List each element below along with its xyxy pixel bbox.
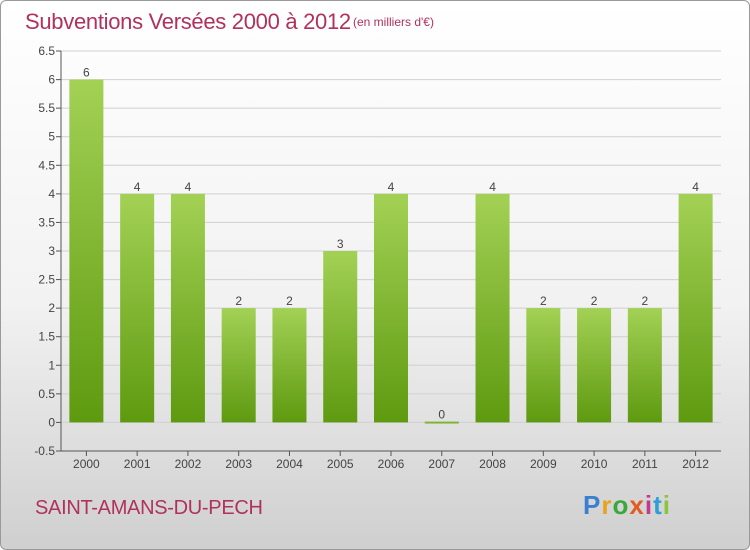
bar	[577, 308, 612, 423]
y-tick-label: 6.5	[38, 44, 55, 58]
y-tick-label: 6	[48, 73, 55, 87]
x-tick-label: 2007	[428, 457, 455, 471]
bar	[678, 193, 713, 423]
bar	[373, 193, 409, 423]
data-label: 4	[185, 180, 192, 194]
chart-title: Subventions Versées 2000 à 2012	[25, 9, 351, 34]
y-tick-label: 3	[48, 244, 55, 258]
data-label: 4	[489, 180, 496, 194]
bar	[323, 251, 358, 423]
x-tick-label: 2011	[632, 457, 658, 471]
x-tick-label: 2010	[581, 457, 608, 471]
bar	[627, 308, 662, 423]
data-label: 2	[540, 294, 547, 308]
data-label: 6	[83, 66, 90, 80]
data-label: 4	[134, 180, 141, 194]
y-tick-label: -0.5	[34, 444, 55, 458]
data-label: 4	[388, 180, 395, 194]
axes	[56, 50, 721, 456]
data-label: 3	[337, 237, 344, 251]
y-tick-label: 5	[48, 130, 55, 144]
logo-letter: o	[612, 490, 630, 520]
y-tick-label: 1.5	[38, 330, 55, 344]
x-tick-label: 2006	[378, 457, 405, 471]
data-label: 2	[286, 294, 293, 308]
bar	[272, 308, 307, 423]
logo-letter: r	[601, 490, 613, 520]
x-tick-label: 2005	[327, 457, 354, 471]
logo-letter: i	[644, 490, 654, 520]
x-tick-label: 2012	[682, 457, 709, 471]
proxiti-logo: Proxiti	[583, 490, 671, 521]
data-label: 4	[692, 180, 699, 194]
x-tick-label: 2008	[479, 457, 506, 471]
y-tick-label: 4	[48, 187, 55, 201]
y-tick-label: 5.5	[38, 101, 55, 115]
data-label: 2	[235, 294, 242, 308]
bar	[120, 193, 155, 423]
chart-unit-label: (en milliers d'€)	[353, 15, 434, 29]
commune-name: SAINT-AMANS-DU-PECH	[35, 497, 263, 519]
bar	[526, 308, 561, 423]
bar	[69, 79, 104, 423]
x-tick-label: 2009	[530, 457, 557, 471]
x-tick-label: 2001	[124, 457, 151, 471]
bars	[69, 79, 713, 424]
logo-letter: P	[583, 490, 602, 520]
data-label: 0	[438, 407, 445, 421]
data-label: 2	[591, 294, 598, 308]
data-label: 2	[642, 294, 649, 308]
y-tick-label: 0.5	[38, 387, 55, 401]
bar	[170, 193, 205, 423]
bar	[475, 193, 510, 423]
x-tick-label: 2002	[175, 457, 202, 471]
logo-letter: t	[653, 490, 663, 520]
labels: -0.500.511.522.533.544.555.566.562000420…	[34, 44, 709, 471]
y-tick-label: 3.5	[38, 215, 55, 229]
y-tick-label: 1	[48, 358, 55, 372]
bar	[221, 308, 256, 423]
y-tick-label: 0	[48, 415, 55, 429]
y-tick-label: 2	[48, 301, 55, 315]
logo-letter: i	[662, 490, 671, 520]
bar	[424, 421, 459, 424]
y-tick-label: 2.5	[38, 273, 55, 287]
y-tick-label: 4.5	[38, 158, 55, 172]
x-tick-label: 2004	[276, 457, 303, 471]
x-tick-label: 2003	[225, 457, 252, 471]
x-tick-label: 2000	[73, 457, 100, 471]
logo-letter: x	[629, 490, 645, 520]
